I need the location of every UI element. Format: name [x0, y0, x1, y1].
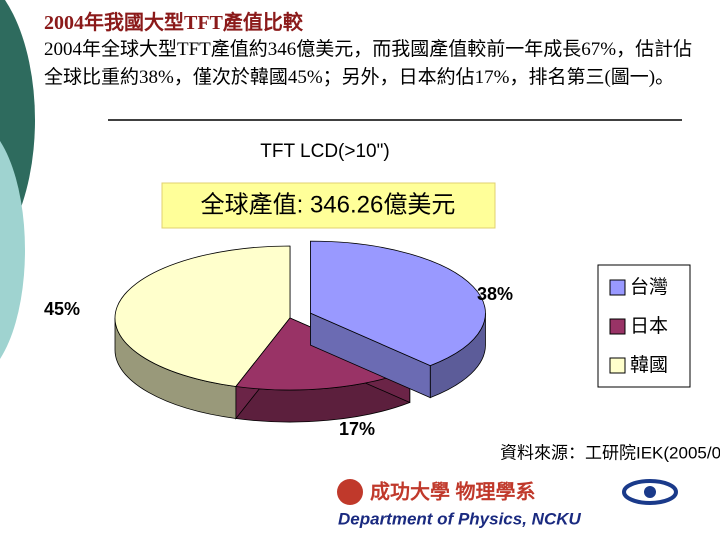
data-label: 45% [44, 299, 80, 319]
decoration [0, 141, 25, 359]
legend-label: 韓國 [630, 354, 668, 376]
legend-label: 台灣 [630, 276, 668, 298]
data-label: 38% [477, 284, 513, 304]
logo-emblem [337, 479, 363, 505]
pie-slice [310, 240, 486, 399]
chart-title: TFT LCD(>10") [260, 141, 389, 162]
slice-top [114, 245, 291, 387]
legend-swatch [609, 357, 626, 374]
source: 資料來源：工研院IEK(2005/03) [500, 443, 720, 462]
data-label: 17% [339, 419, 375, 439]
slice-top [310, 240, 486, 367]
logo-text: 成功大學 物理學系 [370, 479, 536, 503]
slide-title: 2004年我國大型TFT產值比較 [44, 12, 303, 34]
legend-swatch [609, 279, 626, 296]
logo-eye [622, 479, 678, 505]
legend-label: 日本 [630, 315, 668, 337]
department: Department of Physics, NCKU [338, 509, 581, 528]
logo-eye [644, 486, 656, 498]
legend-swatch [609, 318, 626, 335]
logo-area [318, 472, 680, 534]
subtitle-box [161, 182, 496, 229]
body-text: 2004年全球大型TFT產值約346億美元，而我國產值較前一年成長67%，估計佔… [44, 39, 693, 88]
chart-subtitle: 全球產值: 346.26億美元 [201, 191, 456, 218]
